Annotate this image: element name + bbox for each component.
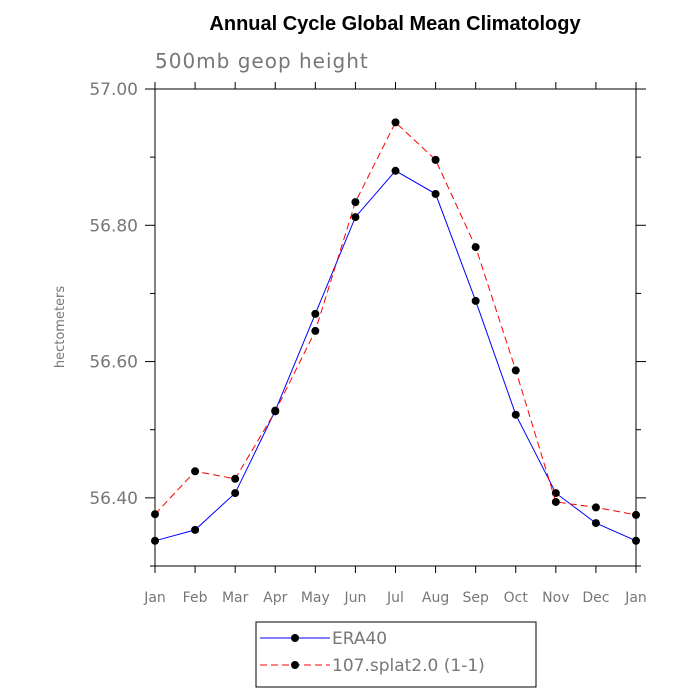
x-tick-label: Oct [504,590,529,606]
series-point-2 [431,155,440,164]
y-tick-label: 56.80 [89,216,138,236]
series-point-1 [511,410,520,419]
x-tick-label: Mar [222,590,249,606]
series-point-2 [271,407,280,416]
x-tick-label: Jun [343,590,366,606]
chart-subtitle: 500mb geop height [155,49,369,73]
series-point-2 [632,510,640,519]
series-point-2 [351,198,360,207]
series-line-1 [154,170,637,542]
x-tick-label: Apr [263,590,287,606]
series-point-2 [311,326,320,335]
series-point-1 [591,519,600,528]
series-point-1 [632,536,640,545]
x-tick-label: Dec [582,590,609,606]
series-point-2 [191,467,200,476]
x-tick-label: Nov [542,590,569,606]
legend-marker-1 [291,634,299,642]
y-tick-label: 56.60 [89,353,138,373]
legend-label-2: 107.splat2.0 (1-1) [332,656,485,676]
chart-title: Annual Cycle Global Mean Climatology [209,13,581,35]
series-point-2 [231,474,240,483]
x-tick-label: Jan [624,590,647,606]
x-tick-label: Aug [422,590,449,606]
series-point-1 [391,166,400,175]
series-point-1 [231,489,240,498]
series-point-2 [511,366,520,375]
series-point-1 [151,536,159,545]
series-line-2 [154,121,637,516]
y-tick-label: 56.40 [89,489,138,509]
legend-marker-2 [291,661,299,669]
series [151,118,640,545]
series-point-2 [551,497,560,506]
y-tick-label: 57.00 [89,80,138,100]
x-tick-label: Jan [143,590,166,606]
axes [145,82,646,573]
tick-labels: 57.00 56.80 56.60 56.40 Jan Feb Mar Apr May Jun Ju… [89,80,646,606]
x-tick-label: Sep [462,590,489,606]
x-tick-label: May [301,590,330,606]
series-point-1 [431,189,440,198]
x-tick-label: Feb [183,590,208,606]
x-tick-label: Jul [386,590,404,606]
series-point-2 [591,503,600,512]
series-point-2 [151,510,159,519]
series-point-1 [311,309,320,318]
series-point-1 [471,296,480,305]
series-point-2 [471,243,480,252]
legend-label-1: ERA40 [332,629,387,649]
y-axis-label: hectometers [53,286,68,369]
legend: ERA40 107.splat2.0 (1-1) [255,621,537,688]
series-point-1 [351,213,360,222]
series-point-1 [191,525,200,534]
series-point-2 [391,118,400,127]
plot-frame [154,88,637,567]
series-point-1 [551,489,560,498]
legend-box [255,621,537,688]
